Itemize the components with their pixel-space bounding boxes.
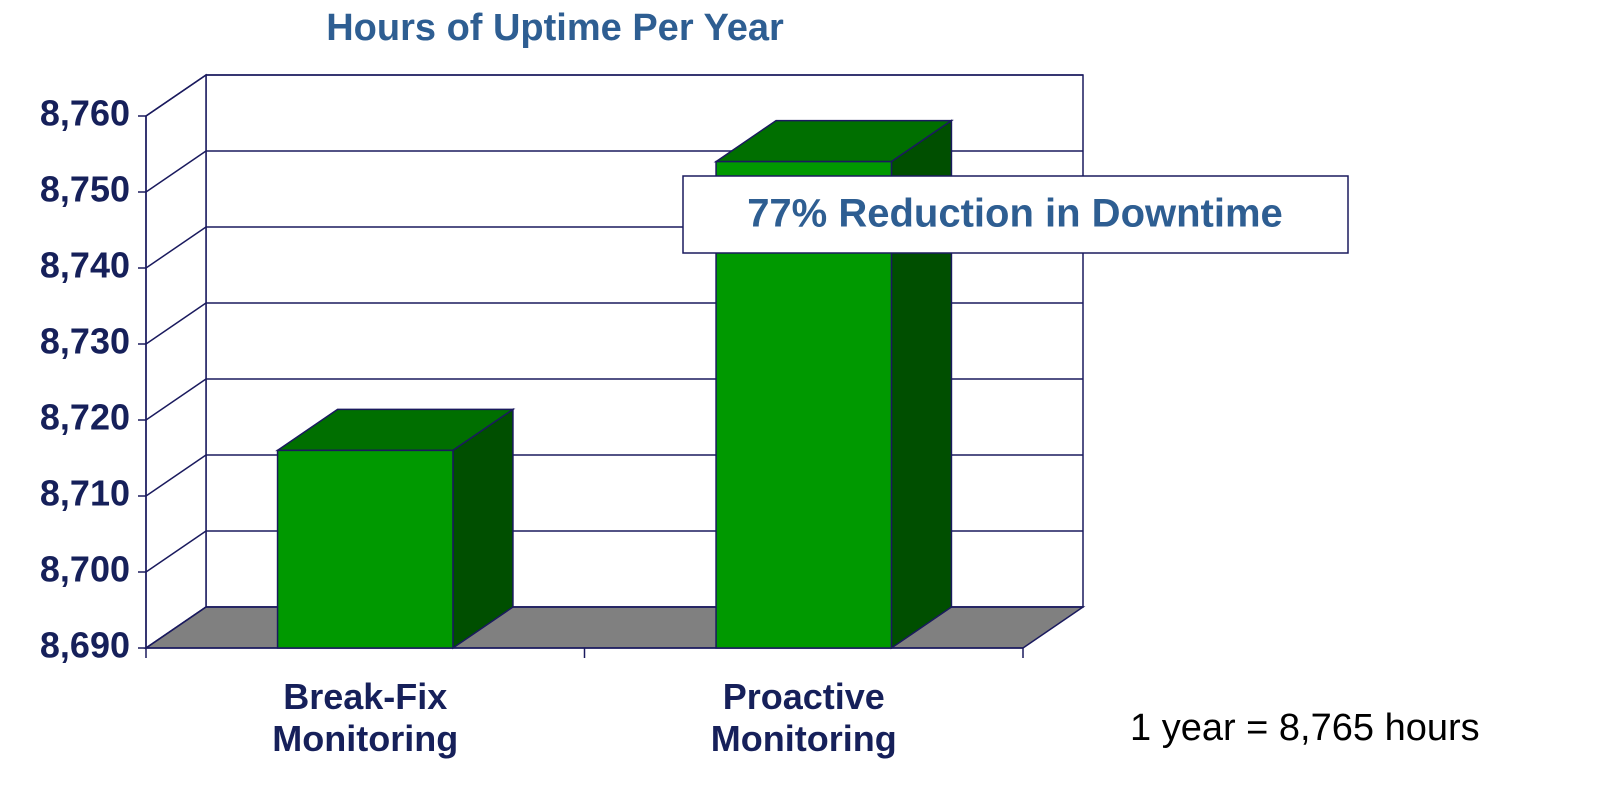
grid-line [145,606,207,649]
grid-line [145,150,207,193]
x-tick-label: Break-Fix Monitoring [272,676,459,759]
y-tick-label: 8,710 [40,473,130,514]
bar-side [452,407,514,650]
y-tick-label: 8,700 [40,549,130,590]
y-tick-label: 8,720 [40,397,130,438]
grid-line [145,454,207,497]
bar [276,449,454,649]
footnote: 1 year = 8,765 hours [1130,707,1480,749]
y-tick-label: 8,750 [40,169,130,210]
y-tick-label: 8,730 [40,321,130,362]
grid-line [145,378,207,421]
annotation: 77% Reduction in Downtime [747,192,1283,236]
side-wall [145,73,207,650]
annotation-box [682,175,1349,254]
y-tick-label: 8,690 [40,625,130,666]
grid-line [145,226,207,269]
x-tick-label: Proactive Monitoring [710,676,897,759]
chart-title: Hours of Uptime Per Year [326,7,784,49]
grid-line [145,302,207,345]
grid-line [145,530,207,573]
grid-line [145,74,207,117]
y-tick-label: 8,740 [40,245,130,286]
y-tick-label: 8,760 [40,93,130,134]
